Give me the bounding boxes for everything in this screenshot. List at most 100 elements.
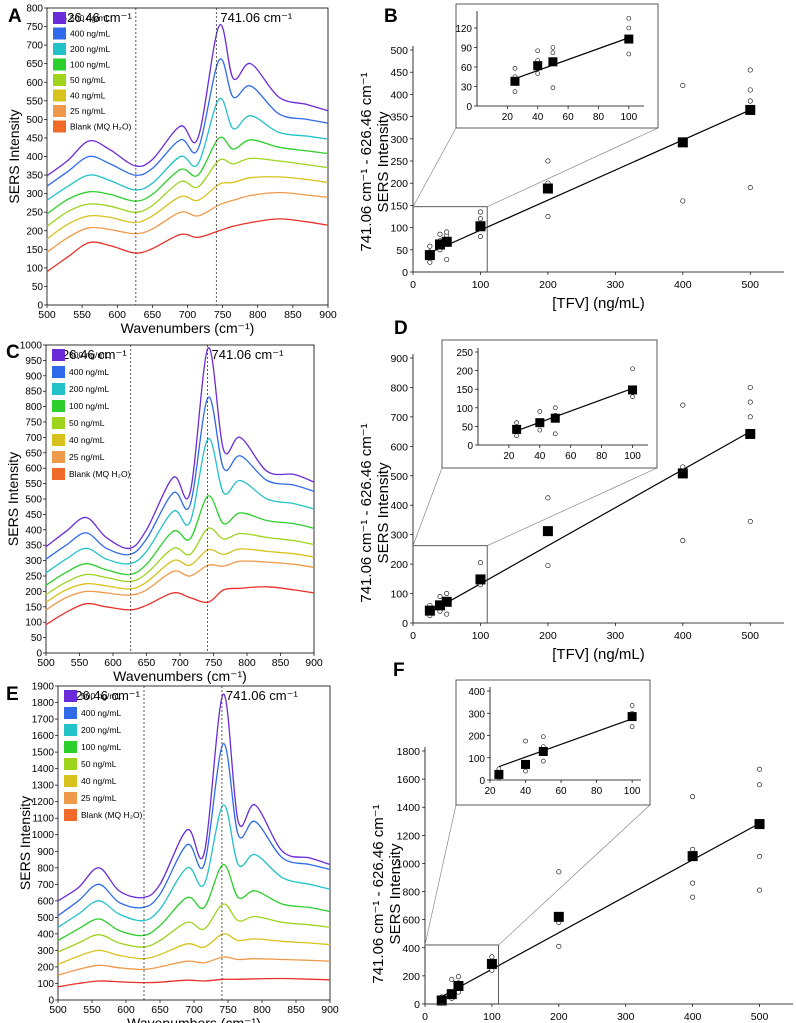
x-tick-label: 0 xyxy=(422,1011,428,1023)
y-tick-label: 1500 xyxy=(32,748,55,759)
legend-entry: 40 ng/mL xyxy=(70,91,106,101)
series-line-6 xyxy=(45,560,315,611)
y-tick-label: 1600 xyxy=(32,731,55,742)
spectrum-panel-e: 500 550 600 650 700 750 800 850 900 0 100 200 300 400… xyxy=(6,682,339,1023)
y-tick-label: 60 xyxy=(461,63,473,74)
legend-entry: 500 ng/mL xyxy=(70,13,110,23)
mean-point xyxy=(535,418,545,428)
series-line-0 xyxy=(46,24,329,177)
y-tick-label: 600 xyxy=(390,441,408,453)
x-tick-label: 20 xyxy=(502,112,514,123)
x-tick-label: 500 xyxy=(742,279,760,291)
marker-label: 626.46 cm⁻¹ xyxy=(68,688,141,703)
x-tick-label: 600 xyxy=(108,309,126,321)
y-tick-label: 350 xyxy=(25,541,42,552)
x-axis-title: Wavenumbers (cm⁻¹) xyxy=(121,320,255,336)
x-tick-label: 40 xyxy=(534,451,546,462)
mean-point xyxy=(441,236,452,247)
y-tick-label: 150 xyxy=(26,245,43,256)
inset-frame xyxy=(441,339,658,469)
x-tick-label: 200 xyxy=(539,630,557,642)
y-tick-label: 250 xyxy=(26,208,43,219)
x-axis-title: Wavenumbers (cm⁻¹) xyxy=(113,668,247,684)
y-tick-label: 550 xyxy=(26,96,43,107)
x-tick-label: 400 xyxy=(674,279,692,291)
y-tick-label: 200 xyxy=(390,559,408,571)
x-tick-label: 550 xyxy=(83,1004,101,1016)
replicate-point xyxy=(680,538,686,544)
series-line-6 xyxy=(46,191,329,253)
y-axis-title-line: 741.06 cm⁻¹ - 626.46 cm⁻¹ xyxy=(370,804,387,983)
x-tick-label: 100 xyxy=(472,630,490,642)
series-line-2 xyxy=(46,97,329,201)
x-tick-label: 300 xyxy=(607,279,625,291)
series-line-5 xyxy=(57,933,331,966)
x-tick-label: 500 xyxy=(49,1004,67,1016)
legend-entry: Blank (MQ H₂O) xyxy=(81,810,143,820)
legend-swatch xyxy=(53,43,66,55)
fit-line xyxy=(514,37,630,80)
y-tick-label: 350 xyxy=(26,171,43,182)
y-tick-label: 850 xyxy=(25,387,42,398)
mean-point xyxy=(687,851,698,862)
x-tick-label: 750 xyxy=(205,657,223,669)
y-tick-label: 1100 xyxy=(32,814,54,825)
replicate-point xyxy=(747,87,753,93)
replicate-point xyxy=(437,231,443,237)
legend-entry: Blank (MQ H₂O) xyxy=(70,122,132,132)
x-tick-label: 60 xyxy=(565,451,577,462)
x-tick-label: 60 xyxy=(563,112,575,123)
y-tick-label: 450 xyxy=(26,133,43,144)
x-tick-label: 600 xyxy=(104,657,122,669)
x-tick-label: 650 xyxy=(138,657,156,669)
x-tick-label: 200 xyxy=(550,1011,568,1023)
x-tick-label: 650 xyxy=(151,1004,169,1016)
replicate-point xyxy=(512,66,518,71)
replicate-point xyxy=(444,611,450,617)
legend-entry: 40 ng/mL xyxy=(69,435,105,445)
replicate-point xyxy=(757,766,763,772)
replicate-point xyxy=(630,394,635,399)
replicate-point xyxy=(535,71,541,76)
y-tick-label: 650 xyxy=(26,59,43,70)
y-tick-label: 800 xyxy=(25,402,42,413)
legend-swatch xyxy=(64,707,77,719)
legend-swatch xyxy=(52,434,65,446)
inset-connector xyxy=(424,804,457,946)
y-tick-label: 800 xyxy=(390,382,408,394)
y-tick-label: 950 xyxy=(25,356,42,367)
y-tick-label: 450 xyxy=(25,510,42,521)
y-tick-label: 50 xyxy=(31,633,43,644)
mean-point xyxy=(494,769,504,779)
mean-point xyxy=(745,428,756,439)
replicate-point xyxy=(550,45,556,50)
x-tick-label: 20 xyxy=(484,786,496,797)
y-tick-label: 50 xyxy=(396,245,408,257)
mean-point xyxy=(550,413,560,423)
y-tick-label: 200 xyxy=(456,367,473,378)
x-tick-label: 80 xyxy=(593,112,605,123)
replicate-point xyxy=(690,846,696,852)
y-tick-label: 1200 xyxy=(32,797,55,808)
series-line-7 xyxy=(57,977,331,988)
x-tick-label: 300 xyxy=(607,630,625,642)
calibration-panel-d: 0 100 200 300 400 500010020030040050060070080… xyxy=(358,318,784,663)
y-axis-title: SERS Intensity xyxy=(5,452,21,546)
x-axis-title: Wavenumbers (cm⁻¹) xyxy=(127,1015,261,1023)
y-tick-label: 400 xyxy=(390,89,408,101)
legend-swatch xyxy=(53,27,66,40)
replicate-point xyxy=(545,158,551,164)
replicate-point xyxy=(757,887,763,893)
replicate-point xyxy=(690,880,696,886)
mean-point xyxy=(627,712,637,722)
y-tick-label: 0 xyxy=(37,301,43,312)
x-tick-label: 500 xyxy=(38,309,56,321)
x-tick-label: 800 xyxy=(253,1004,271,1016)
y-tick-label: 100 xyxy=(456,404,473,415)
replicate-point xyxy=(550,85,556,91)
replicate-point xyxy=(552,431,558,437)
replicate-point xyxy=(540,734,546,739)
panel-letter: C xyxy=(6,342,20,363)
replicate-point xyxy=(537,409,543,414)
